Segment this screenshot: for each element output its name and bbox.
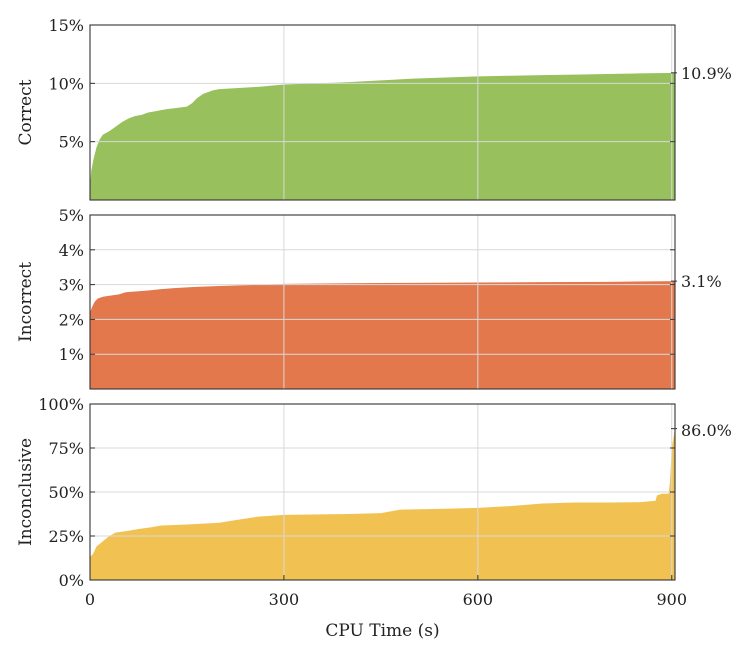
y-tick-label: 100% <box>38 395 84 414</box>
y-tick-label: 10% <box>48 74 84 93</box>
y-tick-label: 3% <box>59 276 84 295</box>
y-tick-label: 0% <box>59 571 84 590</box>
end-value-label: 86.0% <box>681 421 732 440</box>
y-tick-label: 4% <box>59 241 84 260</box>
x-tick-label: 0 <box>85 590 95 609</box>
y-axis-label: Incorrect <box>16 262 36 342</box>
y-tick-label: 5% <box>59 133 84 152</box>
area-incorrect <box>90 281 675 389</box>
y-tick-label: 15% <box>48 16 84 35</box>
end-value-label: 10.9% <box>681 64 732 83</box>
y-tick-label: 25% <box>48 527 84 546</box>
x-tick-label: 600 <box>463 590 494 609</box>
area-correct <box>90 72 675 200</box>
panel-frame <box>89 403 676 581</box>
x-axis: 0 300 600 900 <box>85 575 687 609</box>
x-tick-label: 900 <box>656 590 687 609</box>
panel-incorrect: 1% 2% 3% 4% 5% Incorrect 3.1% <box>16 206 722 390</box>
y-tick-label: 2% <box>59 310 84 329</box>
chart-panels: 5% 10% 15% Correct 10.9% 1% 2% 3% 4% 5% Incorrect 3… <box>16 16 732 590</box>
panel-correct: 5% 10% 15% Correct 10.9% <box>16 16 732 201</box>
x-tick-label: 300 <box>269 590 300 609</box>
y-axis-label: Correct <box>16 79 36 145</box>
end-value-label: 3.1% <box>681 272 722 291</box>
panel-frame <box>89 24 676 201</box>
panel-inconclusive: 0% 25% 50% 75% 100% Inconclusive 86.0% <box>16 395 732 590</box>
y-axis-label: Inconclusive <box>16 438 36 546</box>
y-tick-label: 75% <box>48 439 84 458</box>
y-tick-label: 5% <box>59 206 84 225</box>
area-inconclusive <box>90 428 675 580</box>
y-tick-label: 1% <box>59 345 84 364</box>
panel-frame <box>89 214 676 390</box>
x-axis-label: CPU Time (s) <box>325 621 439 641</box>
y-tick-label: 50% <box>48 483 84 502</box>
